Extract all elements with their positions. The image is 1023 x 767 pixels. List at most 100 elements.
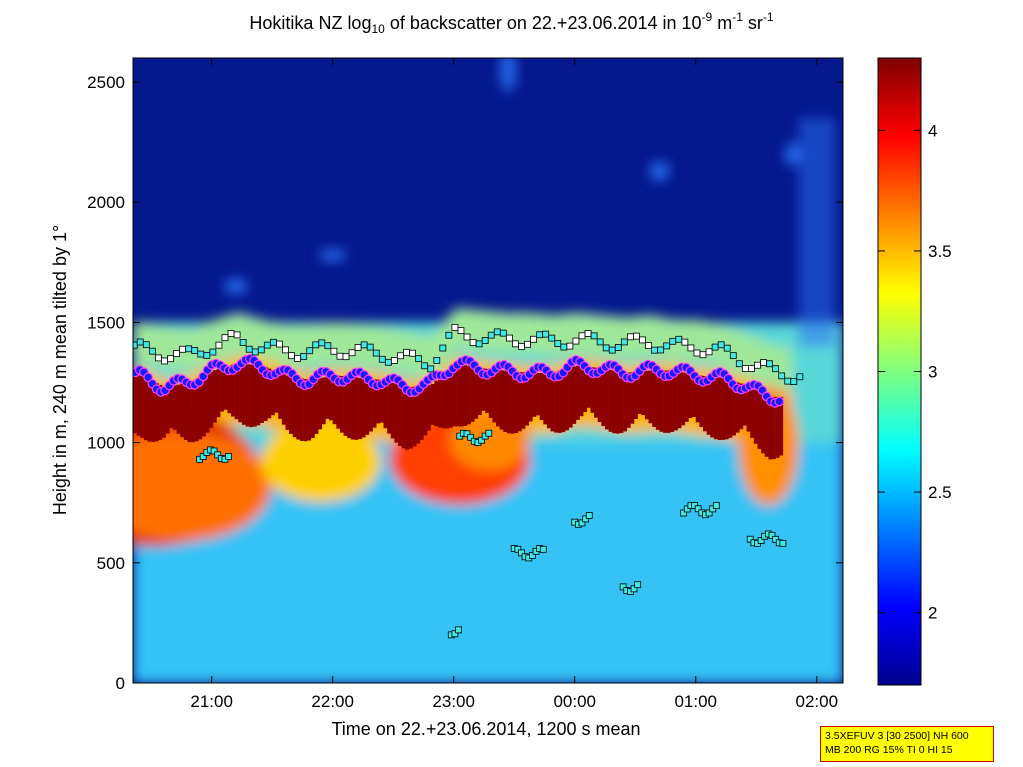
cloud-halo xyxy=(428,336,434,378)
layer-core xyxy=(427,385,431,431)
cloud-halo xyxy=(350,324,357,366)
layer-core xyxy=(383,380,388,429)
y-tick-label: 500 xyxy=(97,554,125,573)
layer-core xyxy=(499,370,504,430)
cloud-halo xyxy=(510,312,517,354)
cloud-base-square xyxy=(257,346,265,354)
cloud-base-square xyxy=(717,341,725,349)
layer-core xyxy=(572,366,577,424)
cloud-halo xyxy=(283,324,289,366)
cloud-halo xyxy=(742,333,749,375)
layer-core xyxy=(510,371,515,434)
cloud-base-square xyxy=(263,341,271,349)
cloud-base-square xyxy=(711,343,719,351)
low-cloud-square xyxy=(582,515,590,523)
layer-core xyxy=(318,378,323,430)
layer-core xyxy=(644,370,649,420)
layer-core xyxy=(343,376,348,436)
layer-core xyxy=(136,375,141,436)
layer-core xyxy=(423,385,428,436)
cloud-base-square xyxy=(409,349,416,357)
layer-core xyxy=(688,373,693,418)
layer-core xyxy=(281,374,286,425)
cloud-base-square xyxy=(699,351,707,359)
cloud-halo xyxy=(244,315,250,357)
layer-core xyxy=(296,377,301,440)
cloud-base-square xyxy=(554,340,562,347)
cloud-halo xyxy=(520,312,526,354)
layer-core xyxy=(434,380,439,427)
cloud-halo xyxy=(152,325,158,366)
low-cloud-square xyxy=(705,509,713,517)
layer-core xyxy=(241,363,246,425)
layer-core xyxy=(485,368,490,413)
upper-feature xyxy=(649,160,670,181)
cloud-base-square xyxy=(645,342,652,349)
heatmap-area xyxy=(133,58,843,683)
layer-core xyxy=(724,379,729,440)
layer-core xyxy=(652,370,657,427)
layer-core xyxy=(557,370,562,433)
low-cloud-square xyxy=(214,451,222,459)
colorbar-tick-label: 2.5 xyxy=(928,483,952,502)
cloud-base-square xyxy=(197,350,205,358)
cloud-halo xyxy=(481,310,487,352)
layer-core xyxy=(292,376,297,438)
layer-core xyxy=(641,371,646,416)
layer-core xyxy=(554,371,559,433)
layer-core xyxy=(706,376,711,435)
low-cloud-square xyxy=(712,502,720,510)
layer-core xyxy=(492,369,497,423)
low-cloud-square xyxy=(455,626,462,634)
layer-core xyxy=(673,370,678,431)
layer-core xyxy=(339,376,344,433)
layer-core xyxy=(757,391,762,449)
cloud-halo xyxy=(423,335,429,377)
cloud-base-square xyxy=(397,352,404,360)
low-cloud-square xyxy=(757,537,765,544)
cloud-halo xyxy=(515,312,521,354)
layer-core xyxy=(172,385,177,430)
cloud-base-square xyxy=(596,338,604,346)
cloud-halo xyxy=(650,315,657,357)
layer-core xyxy=(477,368,482,416)
upper-feature xyxy=(500,58,517,93)
layer-core xyxy=(372,379,377,428)
cloud-halo xyxy=(442,320,449,362)
layer-core xyxy=(496,369,500,427)
cloud-base-square xyxy=(227,330,235,337)
cloud-base-square xyxy=(445,331,453,339)
layer-core xyxy=(768,396,773,460)
cloud-halo xyxy=(258,319,265,361)
layer-core xyxy=(180,383,185,438)
layer-core xyxy=(459,364,464,427)
cloud-base-square xyxy=(681,338,689,346)
low-cloud-square xyxy=(210,447,218,455)
y-tick-label: 2000 xyxy=(87,193,125,212)
cloud-halo xyxy=(781,346,788,388)
low-cloud-square xyxy=(539,545,547,553)
cloud-base-square xyxy=(493,328,501,336)
layer-core xyxy=(198,377,203,440)
cloud-base-square xyxy=(354,344,362,351)
layer-core xyxy=(441,374,446,429)
layer-core xyxy=(405,387,410,450)
cloud-halo xyxy=(462,308,468,350)
layer-core xyxy=(601,368,606,427)
layer-core xyxy=(681,372,686,426)
cloud-halo xyxy=(660,317,667,359)
cloud-base-square xyxy=(663,342,671,350)
layer-core xyxy=(368,378,373,432)
cloud-halo xyxy=(597,315,604,356)
cloud-halo xyxy=(379,327,386,368)
chart-title: Hokitika NZ log10 of backscatter on 22.+… xyxy=(249,10,774,36)
cloud-halo xyxy=(292,324,299,366)
layer-core xyxy=(742,384,747,426)
layer-core xyxy=(209,371,214,428)
x-tick-label: 21:00 xyxy=(190,692,233,711)
layer-core xyxy=(300,378,304,441)
layer-core xyxy=(615,371,620,434)
layer-core xyxy=(379,379,384,423)
layer-core xyxy=(463,365,468,426)
cloud-halo xyxy=(563,313,570,355)
